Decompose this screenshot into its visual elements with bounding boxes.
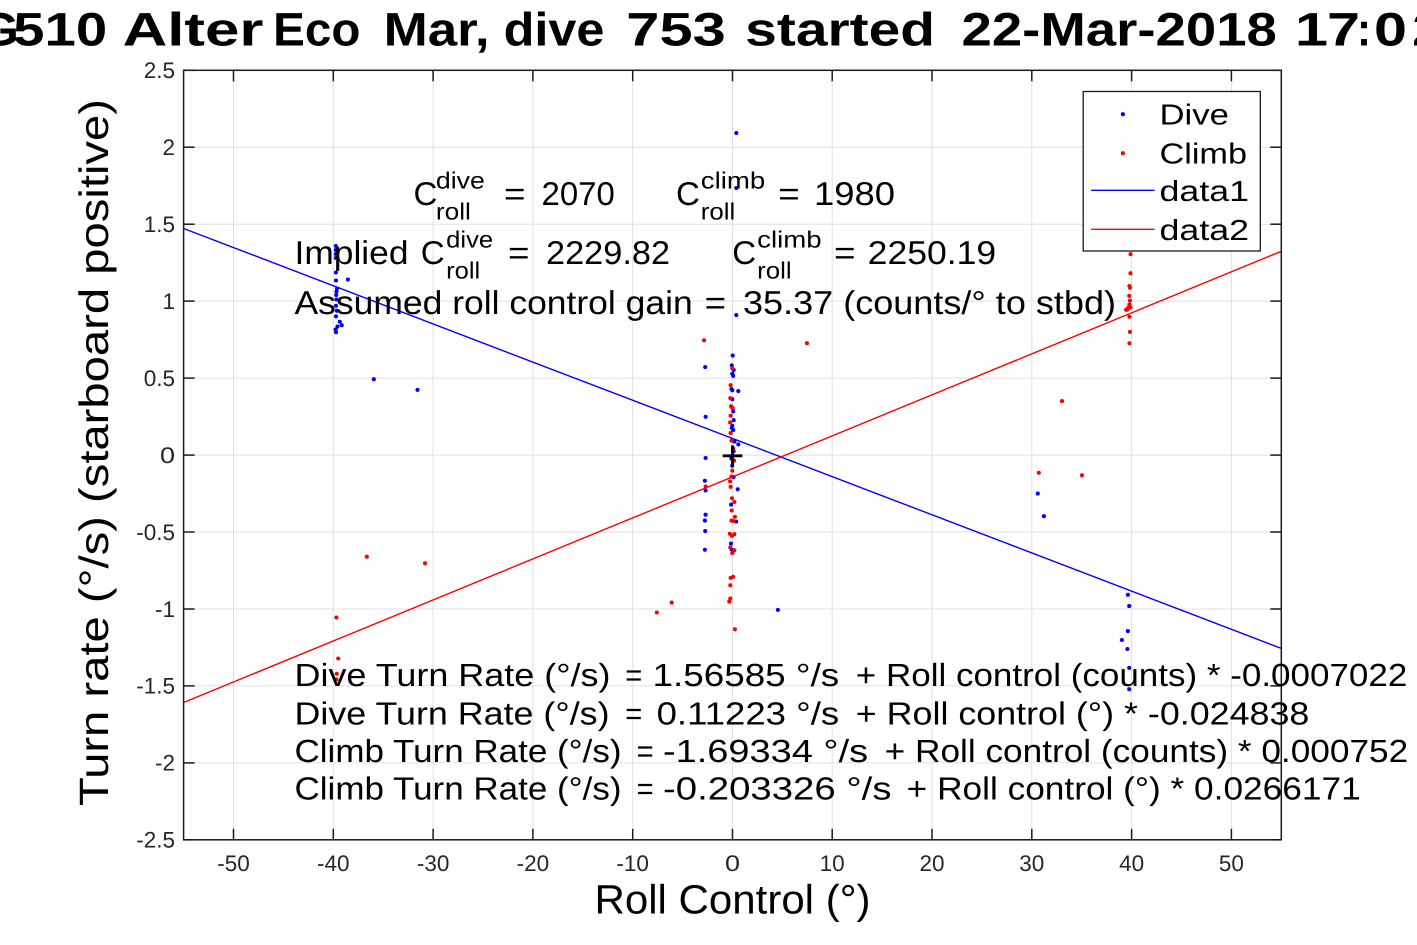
svg-text:=: = <box>778 175 800 212</box>
svg-text:=: = <box>625 696 642 732</box>
svg-text:1980: 1980 <box>814 175 895 212</box>
svg-text:-2.5: -2.5 <box>136 828 175 853</box>
svg-text:started: started <box>745 2 935 55</box>
svg-text:Eco: Eco <box>273 2 360 55</box>
svg-text:Dive: Dive <box>1160 100 1229 132</box>
svg-text:50: 50 <box>1219 851 1244 876</box>
svg-text:-0.203326 °/s: -0.203326 °/s <box>663 771 892 807</box>
svg-text:=: = <box>705 284 727 321</box>
svg-text:data2: data2 <box>1160 215 1250 247</box>
svg-text:C: C <box>421 234 445 271</box>
svg-text:7: 7 <box>1327 2 1360 55</box>
svg-text:=: = <box>637 733 654 769</box>
svg-text:C: C <box>732 234 756 271</box>
svg-text:Alter: Alter <box>123 2 264 55</box>
svg-text:Assumed roll control gain: Assumed roll control gain <box>295 284 693 321</box>
svg-text:Mar,: Mar, <box>384 2 490 55</box>
svg-text:-1.69334 °/s: -1.69334 °/s <box>663 733 868 769</box>
svg-text:510: 510 <box>13 2 107 55</box>
svg-text:-20: -20 <box>517 851 550 876</box>
svg-text:0: 0 <box>1374 2 1407 55</box>
svg-text:C: C <box>414 175 438 212</box>
svg-text:=: = <box>834 234 856 271</box>
svg-text:climb: climb <box>701 168 766 194</box>
svg-text:22-Mar-2018: 22-Mar-2018 <box>962 2 1277 55</box>
svg-text:+ Roll control (°) * 0.0266171: + Roll control (°) * 0.0266171 <box>907 771 1361 807</box>
svg-text:Climb Turn Rate (°/s): Climb Turn Rate (°/s) <box>295 733 622 769</box>
svg-text:=: = <box>504 175 526 212</box>
svg-text:roll: roll <box>701 198 736 224</box>
svg-text:753: 753 <box>626 2 726 55</box>
svg-text:-0.5: -0.5 <box>136 520 175 545</box>
svg-text:roll: roll <box>436 198 471 224</box>
svg-text:2070: 2070 <box>542 175 615 212</box>
svg-text:Climb: Climb <box>1160 139 1248 171</box>
svg-text:data1: data1 <box>1160 176 1250 208</box>
svg-text:2250.19: 2250.19 <box>868 234 997 271</box>
svg-text:0.5: 0.5 <box>144 366 175 391</box>
svg-text:1: 1 <box>162 289 175 314</box>
svg-text:=: = <box>625 657 642 693</box>
svg-text:+ Roll control (counts) * 0.00: + Roll control (counts) * 0.000752 <box>885 733 1408 769</box>
svg-text:Dive Turn Rate (°/s): Dive Turn Rate (°/s) <box>295 657 611 693</box>
svg-text:30: 30 <box>1019 851 1044 876</box>
svg-text:35.37 (counts/° to stbd): 35.37 (counts/° to stbd) <box>743 284 1116 321</box>
svg-text:-1.5: -1.5 <box>136 674 175 699</box>
svg-text:-1: -1 <box>155 597 175 622</box>
svg-text:C: C <box>676 175 700 212</box>
svg-text:G: G <box>0 2 19 55</box>
svg-text:-10: -10 <box>616 851 649 876</box>
svg-text:2: 2 <box>162 135 175 160</box>
svg-text:2.5: 2.5 <box>144 58 175 83</box>
svg-text:Roll Control (°): Roll Control (°) <box>595 877 871 923</box>
svg-text:Implied: Implied <box>295 234 409 271</box>
svg-text:=: = <box>637 771 654 807</box>
svg-text:+ Roll control (counts) * -0.0: + Roll control (counts) * -0.0007022 <box>856 657 1408 693</box>
svg-text:2229.82: 2229.82 <box>546 234 670 271</box>
svg-text::: : <box>1357 2 1371 55</box>
svg-text:-40: -40 <box>317 851 350 876</box>
svg-text:Turn rate (°/s) (starboard pos: Turn rate (°/s) (starboard positive) <box>71 99 117 806</box>
svg-text:0: 0 <box>725 851 740 876</box>
svg-text:Climb Turn Rate (°/s): Climb Turn Rate (°/s) <box>295 771 622 807</box>
svg-text:1.56585 °/s: 1.56585 °/s <box>653 657 840 693</box>
svg-text:1.5: 1.5 <box>144 212 175 237</box>
svg-text:roll: roll <box>446 258 480 284</box>
svg-text:-2: -2 <box>155 751 175 776</box>
svg-text:-30: -30 <box>417 851 450 876</box>
svg-text:climb: climb <box>757 227 822 253</box>
svg-text:1: 1 <box>1295 2 1328 55</box>
svg-text:20: 20 <box>919 851 944 876</box>
svg-text:0: 0 <box>160 443 175 468</box>
svg-text:=: = <box>508 234 530 271</box>
svg-text:0.11223 °/s: 0.11223 °/s <box>657 696 840 732</box>
svg-text:dive: dive <box>436 168 485 194</box>
svg-text:40: 40 <box>1119 851 1144 876</box>
svg-text:Dive Turn Rate (°/s): Dive Turn Rate (°/s) <box>295 696 610 732</box>
svg-text:dive: dive <box>446 227 493 253</box>
svg-text:dive: dive <box>504 2 605 55</box>
svg-text:+ Roll control (°) * -0.024838: + Roll control (°) * -0.024838 <box>856 696 1310 732</box>
svg-text:10: 10 <box>820 851 845 876</box>
svg-text:roll: roll <box>757 258 792 284</box>
svg-text:2: 2 <box>1412 2 1417 55</box>
svg-text:-50: -50 <box>217 851 250 876</box>
